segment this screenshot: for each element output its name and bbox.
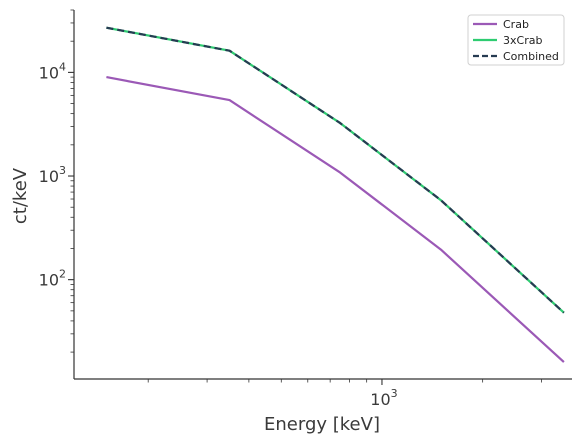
- y-tick-label: 103: [39, 164, 66, 186]
- legend: Crab 3xCrab Combined: [467, 14, 565, 66]
- y-tick-label: 104: [39, 60, 66, 82]
- ticks: 102 103 104 103: [39, 9, 542, 409]
- legend-box: [467, 14, 565, 66]
- axes: [73, 10, 572, 380]
- series-line-combined: [106, 26, 565, 314]
- legend-label-crab: Crab: [503, 18, 529, 31]
- y-axis-label: ct/keV: [10, 167, 31, 224]
- x-axis-label: Energy [keV]: [264, 414, 380, 435]
- legend-label-combined: Combined: [503, 50, 559, 63]
- y-tick-label: 102: [39, 268, 66, 290]
- plot-lines: [106, 26, 565, 363]
- x-tick-label: 103: [370, 387, 397, 409]
- legend-label-3xcrab: 3xCrab: [503, 34, 542, 47]
- series-line-crab: [106, 76, 565, 363]
